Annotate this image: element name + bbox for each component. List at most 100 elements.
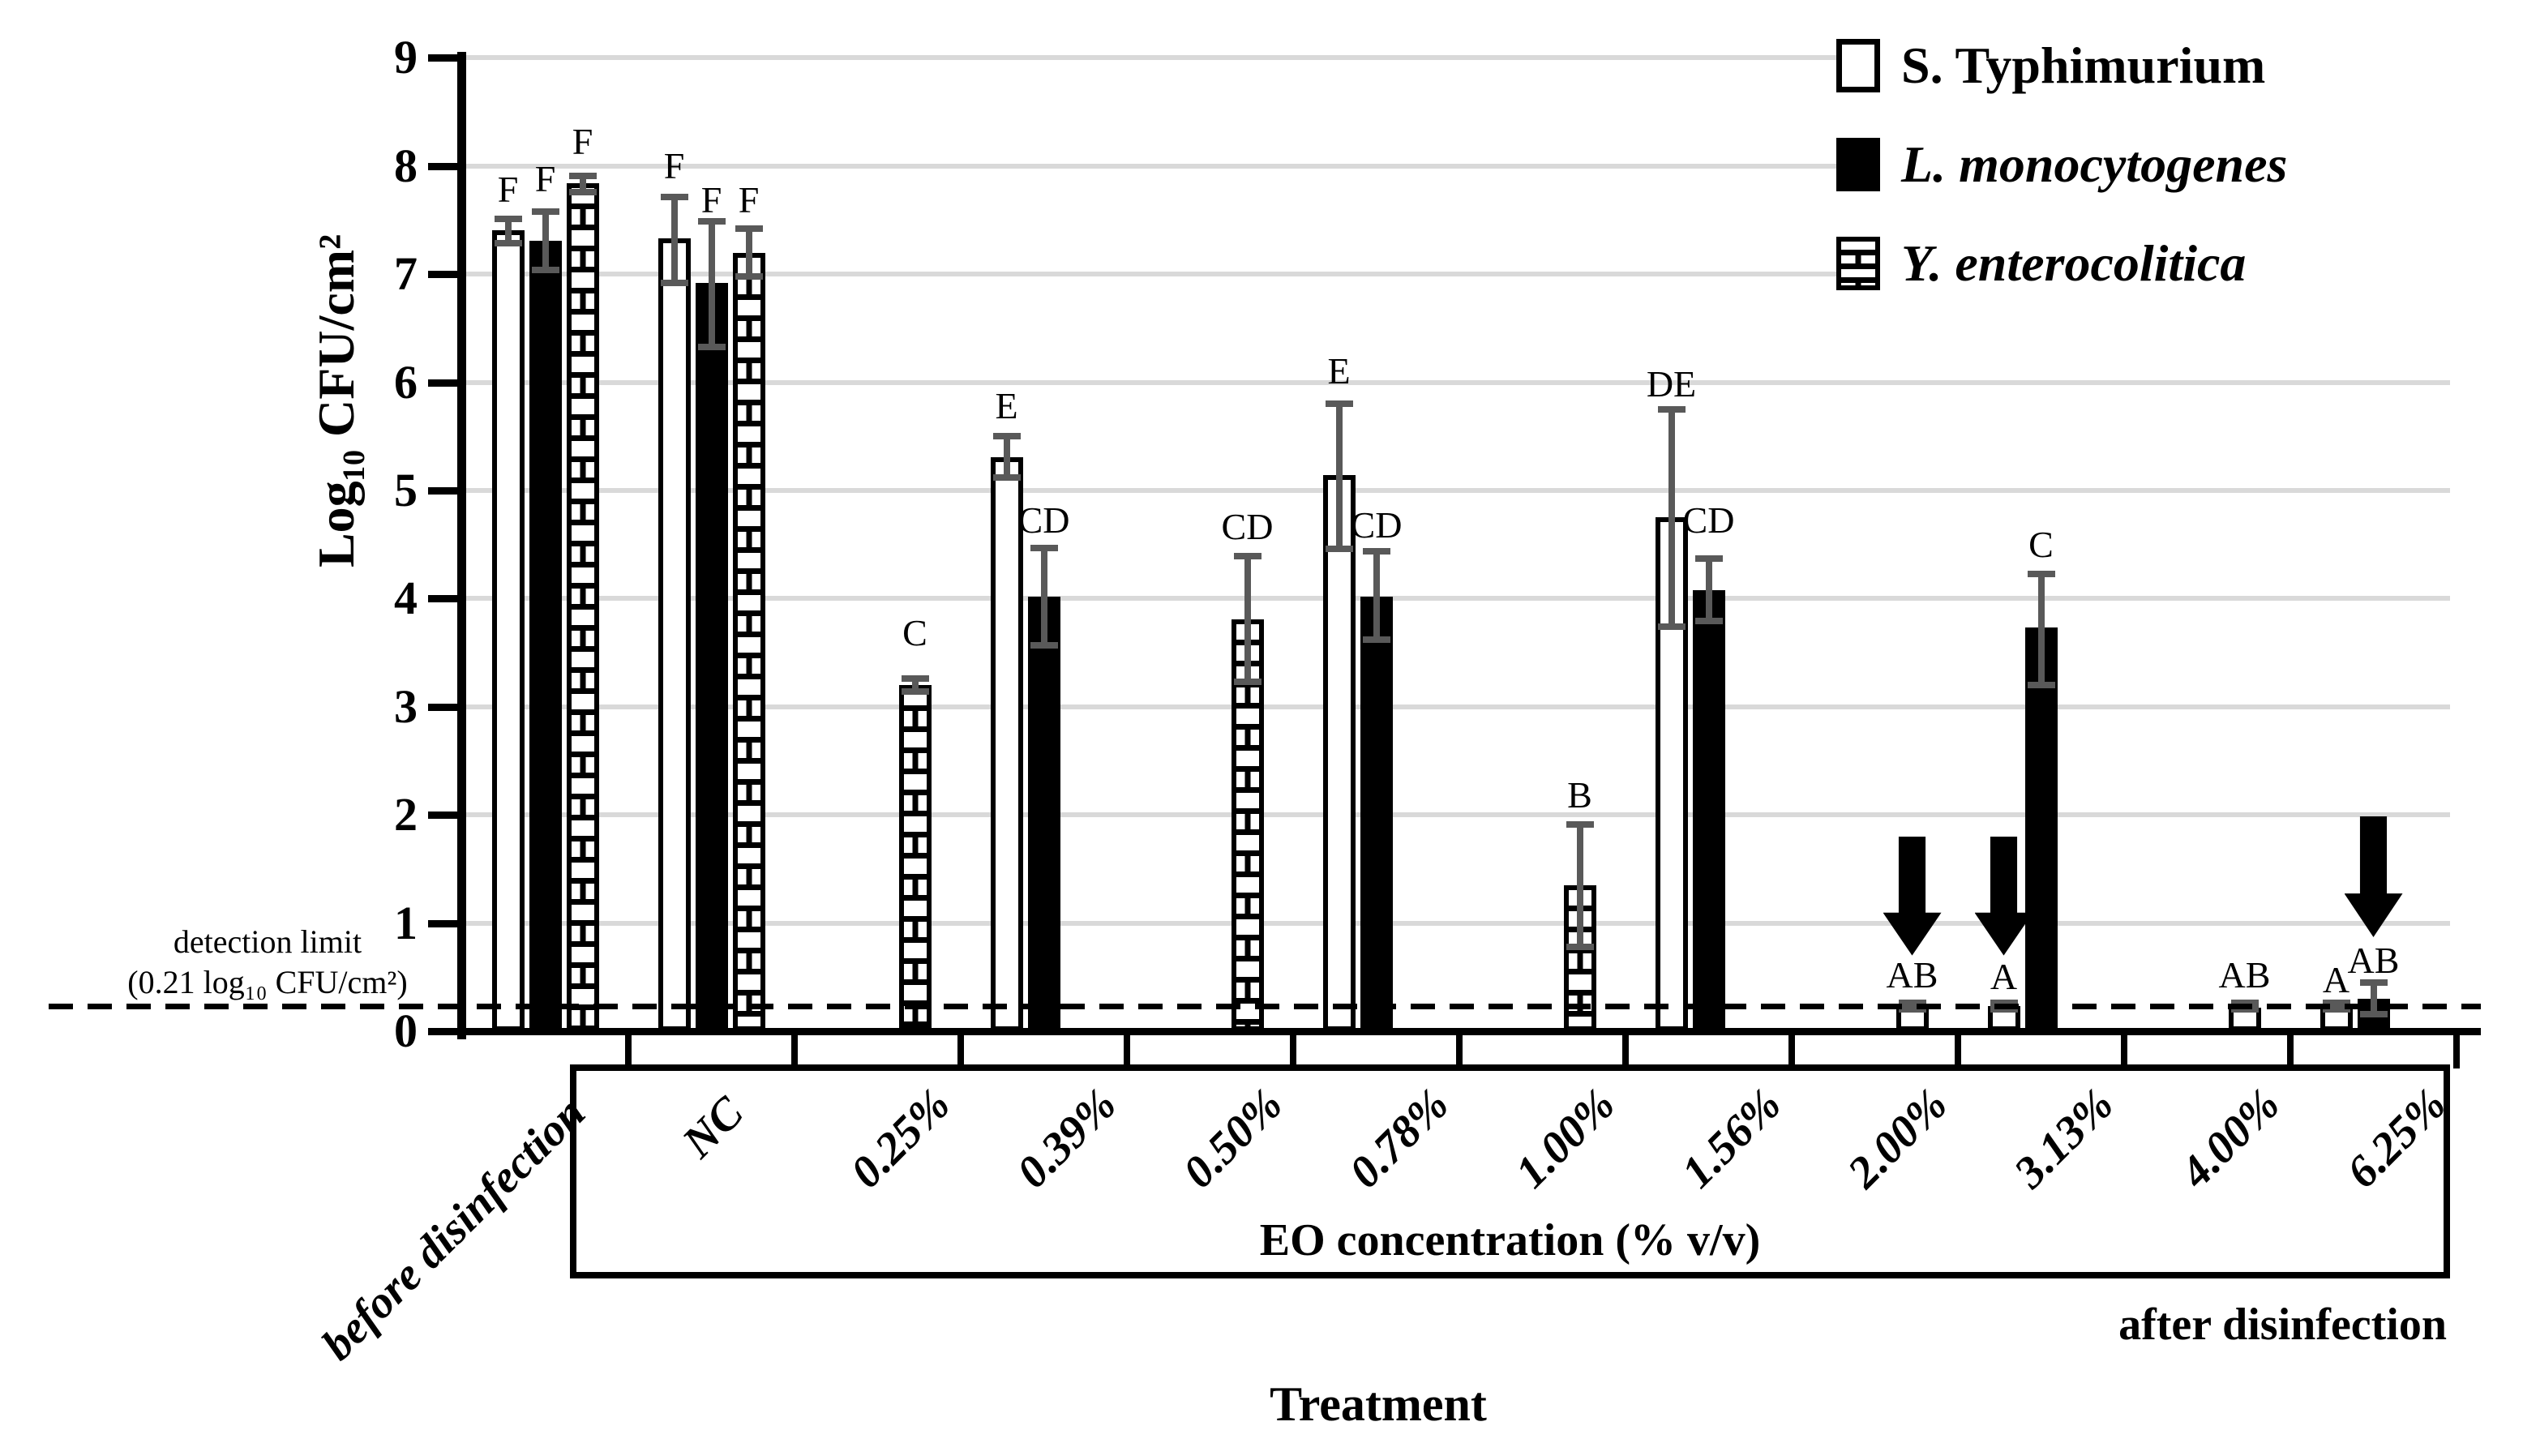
brick-course <box>571 673 594 695</box>
brick-course <box>903 859 927 880</box>
detection-limit-label-line1: detection limit <box>173 923 362 960</box>
error-bar-cap <box>660 279 688 286</box>
brick-course <box>1569 1017 1591 1026</box>
error-bar-cap <box>660 194 688 201</box>
brick-course <box>1236 982 1259 1004</box>
y-tick <box>428 703 460 711</box>
brick-course <box>571 905 594 927</box>
bar <box>1692 589 1725 1031</box>
brick-course <box>737 953 760 974</box>
brick-course <box>1236 835 1259 856</box>
error-bar <box>2037 573 2045 686</box>
x-axis-line <box>454 1028 2481 1035</box>
brick-course <box>571 441 594 463</box>
brick-course <box>571 188 594 210</box>
brick-course <box>571 251 594 273</box>
brick-course <box>571 863 594 884</box>
brick-course <box>903 837 927 859</box>
error-bar <box>1576 824 1583 947</box>
brick-course <box>571 272 594 294</box>
error-bar-cap <box>1898 1006 1926 1013</box>
brick-course <box>571 610 594 632</box>
brick-course <box>1841 283 1875 285</box>
significance-letter: F <box>534 157 556 199</box>
brick-course <box>1236 709 1259 730</box>
brick-course <box>737 679 760 700</box>
brick-course <box>1236 940 1259 961</box>
brick-course <box>1236 1004 1259 1025</box>
brick-course <box>737 974 760 996</box>
y-tick <box>428 595 460 603</box>
x-tick <box>1955 1031 1961 1068</box>
brick-course <box>903 985 927 1007</box>
brick-course <box>571 357 594 379</box>
error-bar <box>1705 559 1712 622</box>
brick-course <box>737 848 760 869</box>
bar <box>1027 596 1060 1031</box>
brick-course <box>1236 771 1259 793</box>
y-tick <box>428 487 460 495</box>
brick-course <box>1236 897 1259 919</box>
brick-course <box>737 300 760 321</box>
brick-course <box>737 764 760 785</box>
significance-letter: C <box>902 612 927 654</box>
brick-course <box>571 631 594 653</box>
error-bar-cap <box>901 688 929 696</box>
significance-letter: AB <box>1886 953 1938 996</box>
gridline <box>462 596 2450 602</box>
brick-course <box>737 910 760 932</box>
bar <box>529 240 562 1031</box>
y-axis-line <box>457 52 466 1039</box>
eo-concentration-box <box>570 1064 2450 1278</box>
bar <box>898 685 932 1031</box>
error-bar <box>1668 409 1675 627</box>
error-bar-cap <box>735 225 763 233</box>
gridline <box>462 272 2450 277</box>
significance-letter: F <box>738 179 760 221</box>
y-tick-label: 6 <box>394 355 418 409</box>
y-tick <box>428 1028 460 1035</box>
brick-course <box>571 884 594 906</box>
bar <box>658 238 691 1031</box>
brick-course <box>571 968 594 990</box>
brick-course <box>903 964 927 986</box>
error-bar <box>708 221 715 347</box>
brick-course <box>571 420 594 442</box>
brick-course <box>571 757 594 779</box>
error-bar-cap <box>494 239 522 246</box>
brick-course <box>571 546 594 568</box>
brick-course <box>903 943 927 965</box>
brick-course <box>1236 1024 1259 1026</box>
gridline <box>462 704 2450 709</box>
error-bar <box>1373 550 1380 640</box>
brick-course <box>737 384 760 405</box>
y-tick-label: 8 <box>394 139 418 192</box>
gridline <box>462 488 2450 493</box>
brick-course <box>903 711 927 733</box>
brick-course <box>571 336 594 358</box>
error-bar-cap <box>1566 821 1594 829</box>
significance-letter: A <box>1990 956 2018 998</box>
error-bar-cap <box>531 266 559 273</box>
significance-letter: E <box>1327 350 1351 392</box>
y-tick-label: 3 <box>394 679 418 733</box>
error-bar-cap <box>1898 1000 1926 1007</box>
detection-limit-label-line2: (0.21 log₁₀ CFU/cm²) <box>127 964 408 1000</box>
brick-course <box>571 315 594 336</box>
brick-course <box>571 378 594 400</box>
gridline <box>462 163 2450 169</box>
brick-course <box>737 531 760 553</box>
error-bar-cap <box>2322 1000 2350 1007</box>
error-bar-cap <box>697 343 726 350</box>
legend-item-l-monocytogenes: L. monocytogenes <box>1836 136 2521 193</box>
brick-course <box>571 567 594 589</box>
brick-course <box>571 230 594 252</box>
brick-course <box>737 489 760 511</box>
brick-course <box>1568 932 1591 953</box>
error-bar-cap <box>1657 405 1686 413</box>
error-bar-cap <box>2230 1000 2259 1007</box>
brick-course <box>571 841 594 863</box>
white-bar-swatch-icon <box>1836 39 1880 92</box>
y-tick <box>428 162 460 170</box>
